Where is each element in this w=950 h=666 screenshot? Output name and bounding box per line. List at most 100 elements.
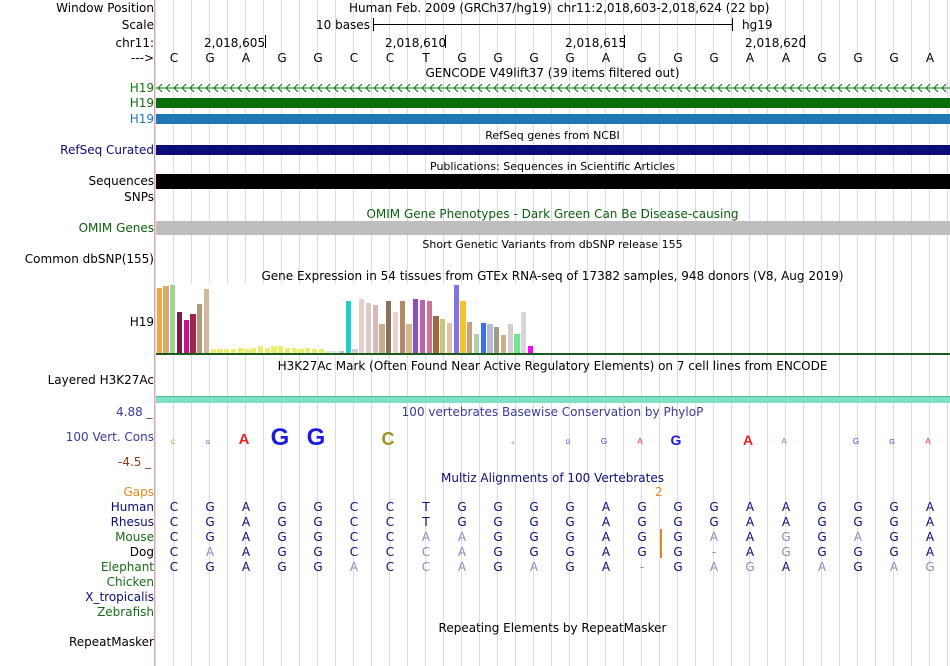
gencode-transcript-1[interactable] <box>156 82 950 94</box>
gtex-tissue-bar[interactable] <box>467 321 473 353</box>
gencode-row-label[interactable]: H19 <box>129 112 154 126</box>
phylop-track-label[interactable]: 100 Vert. Cons <box>65 430 154 444</box>
species-label[interactable]: Chicken <box>106 575 154 589</box>
publications-track-title[interactable]: Publications: Sequences in Scientific Ar… <box>430 160 675 173</box>
species-label[interactable]: Mouse <box>115 530 154 544</box>
h3k27ac-track-title[interactable]: H3K27Ac Mark (Often Found Near Active Re… <box>277 359 828 373</box>
gtex-tissue-bar[interactable] <box>230 348 236 353</box>
gtex-tissue-bar[interactable] <box>426 301 432 353</box>
gtex-tissue-bar[interactable] <box>345 301 351 353</box>
multiz-track-title[interactable]: Multiz Alignments of 100 Vertebrates <box>440 471 665 485</box>
refseq-track-title[interactable]: RefSeq genes from NCBI <box>485 129 620 142</box>
gtex-tissue-bar[interactable] <box>453 285 459 353</box>
gencode-track-title[interactable]: GENCODE V49lift37 (39 items filtered out… <box>425 66 680 80</box>
gtex-tissue-bar[interactable] <box>325 351 331 353</box>
gtex-tissue-bar[interactable] <box>352 348 358 353</box>
gtex-tissue-bar[interactable] <box>163 286 169 353</box>
gtex-tissue-bar[interactable] <box>224 348 230 353</box>
gtex-tissue-bar[interactable] <box>332 351 338 353</box>
dbsnp-track-title[interactable]: Short Genetic Variants from dbSNP releas… <box>422 238 683 251</box>
gencode-row-label[interactable]: H19 <box>129 96 154 110</box>
gtex-tissue-bar[interactable] <box>305 347 311 353</box>
gtex-tissue-bar[interactable] <box>365 302 371 353</box>
gtex-tissue-bar[interactable] <box>284 347 290 353</box>
gtex-tissue-bar[interactable] <box>244 348 250 353</box>
gtex-tissue-bar[interactable] <box>190 313 196 353</box>
gtex-tissue-bar[interactable] <box>480 323 486 353</box>
gtex-tissue-bar[interactable] <box>440 319 446 353</box>
gtex-tissue-bar[interactable] <box>413 298 419 353</box>
gtex-tissue-bar[interactable] <box>372 305 378 353</box>
gtex-tissue-bar[interactable] <box>379 324 385 353</box>
aligned-base: G <box>889 530 899 544</box>
omim-track-title[interactable]: OMIM Gene Phenotypes - Dark Green Can Be… <box>366 207 739 221</box>
gtex-tissue-bar[interactable] <box>419 299 425 353</box>
gtex-tissue-bar[interactable] <box>318 348 324 353</box>
species-label[interactable]: Zebrafish <box>97 605 154 619</box>
gtex-tissue-bar[interactable] <box>500 335 506 353</box>
snps-track-label[interactable]: SNPs <box>124 190 154 204</box>
gtex-tissue-bar[interactable] <box>487 324 493 353</box>
gencode-row-label[interactable]: H19 <box>129 81 154 95</box>
h3k27ac-signal[interactable] <box>156 396 950 403</box>
gtex-tissue-bar[interactable] <box>264 347 270 353</box>
phylop-logo-row[interactable]: C G A G G C G G G A G A A G G A <box>156 424 950 448</box>
gtex-tissue-bar[interactable] <box>291 347 297 353</box>
refseq-track-label[interactable]: RefSeq Curated <box>60 143 154 157</box>
publications-track-label[interactable]: Sequences <box>88 174 154 188</box>
species-label[interactable]: Elephant <box>100 560 154 574</box>
species-label[interactable]: Dog <box>129 545 154 559</box>
gtex-tissue-bar[interactable] <box>298 348 304 353</box>
gtex-tissue-bar[interactable] <box>460 301 466 353</box>
gtex-tissue-bar[interactable] <box>359 298 365 353</box>
gtex-tissue-bar[interactable] <box>521 312 527 353</box>
gtex-track-label[interactable]: H19 <box>129 315 154 329</box>
gtex-tissue-bar[interactable] <box>257 346 263 353</box>
refseq-gene-bar[interactable] <box>156 145 950 155</box>
gtex-tissue-bar[interactable] <box>386 301 392 353</box>
gtex-tissue-bar[interactable] <box>446 323 452 353</box>
h3k27ac-track-label[interactable]: Layered H3K27Ac <box>47 373 154 387</box>
gtex-tissue-bar[interactable] <box>392 312 398 353</box>
gtex-tissue-bar[interactable] <box>494 327 500 353</box>
gtex-tissue-bar[interactable] <box>507 324 513 353</box>
gtex-tissue-bar[interactable] <box>271 346 277 353</box>
strand-chevron <box>605 83 611 93</box>
gtex-tissue-bar[interactable] <box>210 348 216 353</box>
gtex-tissue-bar[interactable] <box>527 346 533 353</box>
omim-track-label[interactable]: OMIM Genes <box>78 221 154 235</box>
gtex-tissue-bar[interactable] <box>473 333 479 353</box>
multiz-gap-label[interactable]: Gaps <box>123 485 154 499</box>
dbsnp-track-label[interactable]: Common dbSNP(155) <box>24 252 154 266</box>
gtex-expression-chart[interactable] <box>156 284 534 353</box>
gtex-tissue-bar[interactable] <box>251 347 257 353</box>
gtex-track-title[interactable]: Gene Expression in 54 tissues from GTEx … <box>261 269 844 283</box>
gtex-tissue-bar[interactable] <box>338 351 344 353</box>
repeatmasker-track-title[interactable]: Repeating Elements by RepeatMasker <box>438 621 667 635</box>
gtex-tissue-bar[interactable] <box>217 348 223 353</box>
repeatmasker-track-label[interactable]: RepeatMasker <box>68 635 154 649</box>
gtex-tissue-bar[interactable] <box>311 348 317 353</box>
gtex-tissue-bar[interactable] <box>183 320 189 353</box>
gtex-tissue-bar[interactable] <box>156 288 162 353</box>
gtex-tissue-bar[interactable] <box>237 347 243 353</box>
omim-feature-bar[interactable] <box>156 221 950 235</box>
phylop-track-title[interactable]: 100 vertebrates Basewise Conservation by… <box>401 405 704 419</box>
gtex-tissue-bar[interactable] <box>176 312 182 353</box>
gtex-tissue-bar[interactable] <box>197 304 203 353</box>
gencode-transcript-2[interactable] <box>156 98 950 108</box>
gtex-tissue-bar[interactable] <box>170 285 176 353</box>
strand-chevron <box>789 83 795 93</box>
gtex-tissue-bar[interactable] <box>278 346 284 353</box>
publications-feature-bar[interactable] <box>156 174 950 189</box>
species-label[interactable]: X_tropicalis <box>85 590 154 604</box>
species-label[interactable]: Rhesus <box>110 515 154 529</box>
gencode-transcript-3[interactable] <box>156 114 950 124</box>
gtex-tissue-bar[interactable] <box>514 333 520 353</box>
gtex-tissue-bar[interactable] <box>433 316 439 353</box>
species-label[interactable]: Human <box>110 500 154 514</box>
gtex-tissue-bar[interactable] <box>399 301 405 353</box>
gtex-tissue-bar[interactable] <box>406 324 412 353</box>
gtex-tissue-bar[interactable] <box>203 289 209 353</box>
